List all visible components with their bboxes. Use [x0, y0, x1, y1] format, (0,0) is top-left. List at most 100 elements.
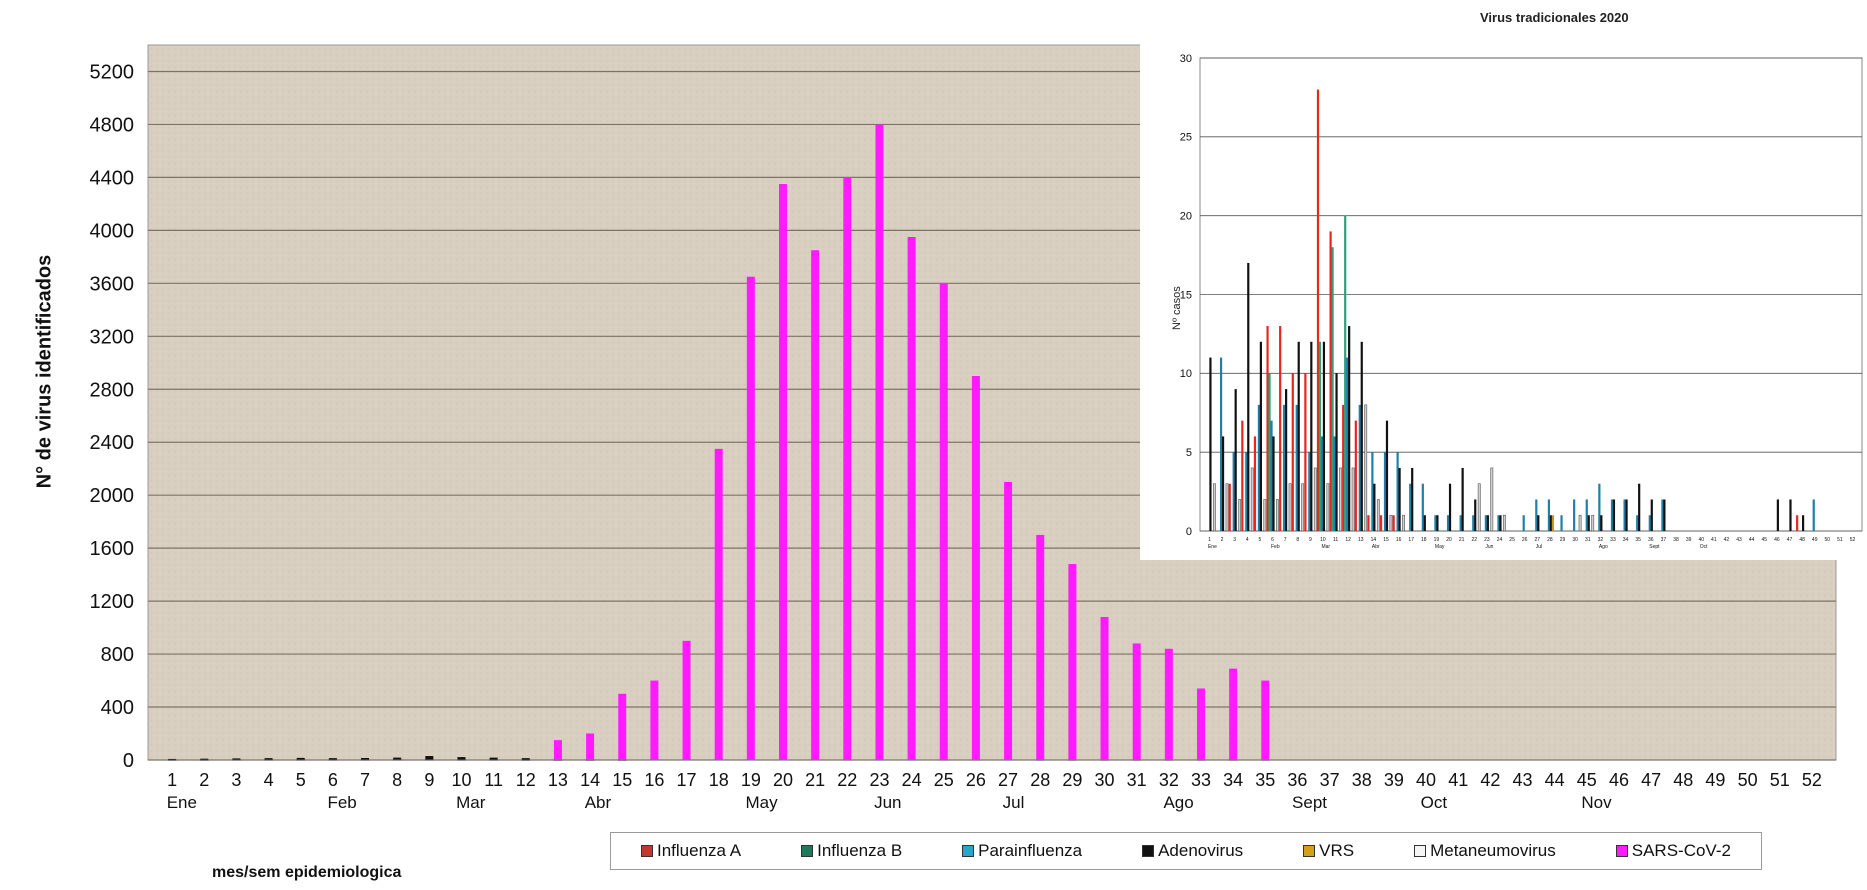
x-tick-label: 44: [1749, 537, 1755, 543]
x-tick-label: 42: [1724, 537, 1730, 543]
bar-parainfluenza-week-36: [1648, 515, 1651, 531]
x-tick-label: 47: [1641, 770, 1661, 790]
bar-adenovirus-week-15: [1385, 420, 1389, 531]
bar-parainfluenza-week-34: [1623, 499, 1626, 531]
bar-metaneumovirus-week-16: [1402, 514, 1405, 532]
bar-metaneumovirus-week-2: [199, 759, 209, 761]
bar-parainfluenza-week-27: [1004, 759, 1013, 761]
bar-metaneumovirus-week-1: [1213, 483, 1216, 532]
x-tick-label: 34: [1623, 537, 1629, 543]
x-tick-label: 27: [998, 770, 1018, 790]
month-label: Nov: [1581, 793, 1612, 812]
bar-adenovirus-week-1: [168, 758, 177, 760]
legend-swatch: [1414, 845, 1427, 857]
x-tick-label: 9: [424, 770, 434, 790]
bar-parainfluenza-week-30: [1573, 499, 1576, 531]
bar-adenovirus-week-19: [1436, 515, 1439, 531]
month-label: Abr: [585, 793, 612, 812]
main-y-tick-labels: 0 400 800 1200 1600 2000 2400 2800 3200 3600 4000 4…: [90, 61, 135, 772]
main-bars: [167, 124, 1270, 761]
x-tick-label: 3: [231, 770, 241, 790]
y-tick-label: 30: [1180, 53, 1192, 65]
x-tick-label: 19: [1434, 537, 1440, 543]
bar-parainfluenza-week-22: [1472, 515, 1475, 531]
bar-parainfluenza-week-24: [1497, 515, 1500, 531]
y-tick-label: 4400: [90, 167, 135, 189]
x-tick-label: 10: [1320, 537, 1326, 543]
x-tick-label: 5: [1259, 537, 1262, 543]
x-tick-label: 46: [1609, 770, 1629, 790]
bar-parainfluenza-week-7: [1283, 404, 1286, 531]
y-tick-label: 1200: [90, 591, 135, 613]
x-tick-label: 9: [1309, 537, 1312, 543]
y-tick-label: 15: [1180, 289, 1192, 301]
bar-parainfluenza-week-24: [907, 759, 916, 761]
bar-parainfluenza-week-31: [1585, 499, 1588, 531]
month-label: Jun: [874, 793, 901, 812]
bar-adenovirus-week-18: [1423, 515, 1426, 531]
x-tick-label: 42: [1480, 770, 1500, 790]
bar-sars-cov-2-week-21: [811, 250, 820, 760]
x-tick-label: 39: [1686, 537, 1692, 543]
month-label: Ago: [1599, 544, 1608, 550]
bar-metaneumovirus-week-24: [1503, 514, 1506, 532]
bar-adenovirus-week-8: [1297, 341, 1300, 531]
bar-adenovirus-week-36: [1650, 499, 1653, 531]
bar-influenza-a-week-14: [1367, 515, 1370, 531]
x-tick-label: 13: [548, 770, 568, 790]
bar-adenovirus-week-47: [1789, 499, 1792, 531]
x-tick-label: 40: [1698, 537, 1704, 543]
bar-sars-cov-2-week-27: [1004, 481, 1013, 760]
legend-label: Parainfluenza: [978, 841, 1083, 860]
month-label: Ago: [1163, 793, 1193, 812]
x-tick-label: 21: [1459, 537, 1465, 543]
y-tick-label: 10: [1180, 368, 1192, 380]
bar-adenovirus-week-28: [1549, 515, 1553, 531]
legend-item-parainfluenza: Parainfluenza: [962, 841, 1082, 861]
bar-adenovirus-week-32: [1600, 515, 1603, 531]
x-tick-label: 43: [1512, 770, 1532, 790]
bar-metaneumovirus-week-3: [1238, 499, 1242, 532]
bar-adenovirus-week-31: [1587, 515, 1590, 531]
x-tick-label: 41: [1448, 770, 1468, 790]
bar-sars-cov-2-week-16: [650, 680, 659, 760]
x-tick-label: 16: [1396, 537, 1402, 543]
bar-adenovirus-week-16: [1398, 467, 1401, 531]
bar-parainfluenza-week-6: [1270, 420, 1273, 531]
inset-y-tick-labels: 0 5 10 15 20 25 30: [1180, 53, 1192, 538]
x-tick-label: 23: [869, 770, 889, 790]
bar-parainfluenza-week-11: [1333, 436, 1336, 531]
bar-adenovirus-week-35: [1638, 483, 1641, 531]
x-tick-label: 18: [709, 770, 729, 790]
inset-title: Virus tradicionales 2020: [1480, 10, 1629, 25]
x-tick-label: 25: [1509, 537, 1515, 543]
x-tick-label: 13: [1358, 537, 1364, 543]
bar-metaneumovirus-week-8: [1301, 483, 1305, 532]
x-tick-label: 2: [1221, 537, 1224, 543]
bar-parainfluenza-week-26: [1522, 515, 1525, 531]
bar-sars-cov-2-week-13: [553, 740, 562, 760]
bar-influenza-a-week-48: [1796, 515, 1799, 531]
bar-parainfluenza-week-8: [1295, 404, 1298, 531]
bar-adenovirus-week-22: [1474, 499, 1477, 531]
bar-influenza-a-week-5: [1253, 436, 1257, 531]
month-label: Feb: [1271, 544, 1280, 550]
x-tick-label: 33: [1610, 537, 1616, 543]
inset-x-tick-labels: 1 2 3 4 5 6 7 8 9 10 11 12 13 14 15 16 17 18 19 20 21 22 23 24 2…: [1208, 537, 1855, 543]
bar-metaneumovirus-week-6: [328, 759, 338, 761]
bar-parainfluenza-week-14: [1371, 452, 1374, 531]
bar-parainfluenza-week-17: [1409, 483, 1412, 531]
bar-sars-cov-2-week-30: [1100, 617, 1109, 760]
bar-influenza-b-week-12: [1344, 215, 1347, 531]
y-axis-title: N° de virus identificados: [33, 254, 56, 489]
x-tick-label: 22: [1471, 537, 1477, 543]
x-tick-label: 6: [328, 770, 338, 790]
bar-parainfluenza-week-2: [1219, 357, 1223, 531]
bar-metaneumovirus-week-5: [1263, 499, 1267, 532]
bar-sars-cov-2-week-22: [843, 177, 852, 760]
y-tick-label: 1600: [90, 538, 135, 560]
bar-sars-cov-2-week-23: [875, 124, 884, 760]
x-tick-label: 30: [1095, 770, 1115, 790]
month-label: May: [745, 793, 778, 812]
x-tick-label: 52: [1802, 770, 1822, 790]
